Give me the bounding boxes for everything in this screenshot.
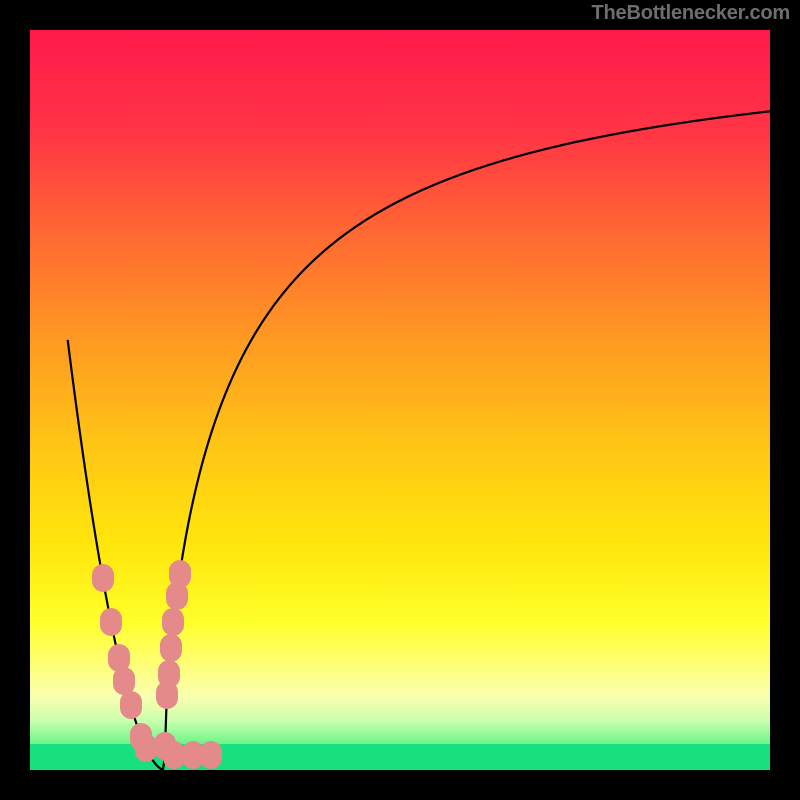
- dot-left-4: [120, 691, 142, 719]
- chart-stage: TheBottlenecker.com: [0, 0, 800, 800]
- dot-left-0: [92, 564, 114, 592]
- dot-bottom-2: [200, 741, 222, 769]
- dot-left-1: [100, 608, 122, 636]
- dot-right-5: [156, 681, 178, 709]
- plot-area: [30, 30, 770, 770]
- bottleneck-curves: [30, 30, 770, 770]
- dot-right-3: [160, 634, 182, 662]
- dot-right-2: [162, 608, 184, 636]
- dot-right-1: [166, 582, 188, 610]
- watermark-text: TheBottlenecker.com: [592, 2, 791, 25]
